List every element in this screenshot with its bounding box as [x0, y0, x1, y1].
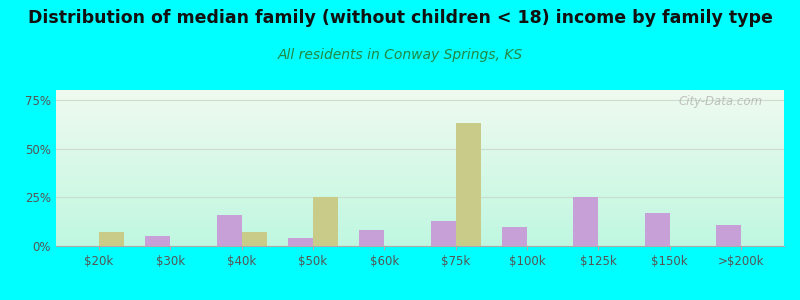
- Text: City-Data.com: City-Data.com: [678, 95, 762, 108]
- Bar: [313, 197, 338, 246]
- Bar: [502, 226, 527, 246]
- Bar: [716, 224, 741, 246]
- Bar: [217, 215, 242, 246]
- Bar: [288, 238, 313, 246]
- Legend: Married couple, Female, no husband: Married couple, Female, no husband: [264, 296, 576, 300]
- Bar: [456, 123, 481, 246]
- Bar: [359, 230, 384, 246]
- Text: All residents in Conway Springs, KS: All residents in Conway Springs, KS: [278, 48, 522, 62]
- Text: Distribution of median family (without children < 18) income by family type: Distribution of median family (without c…: [27, 9, 773, 27]
- Bar: [574, 197, 598, 246]
- Bar: [242, 232, 266, 246]
- Bar: [99, 232, 124, 246]
- Bar: [645, 213, 670, 246]
- Bar: [430, 221, 456, 246]
- Bar: [146, 236, 170, 246]
